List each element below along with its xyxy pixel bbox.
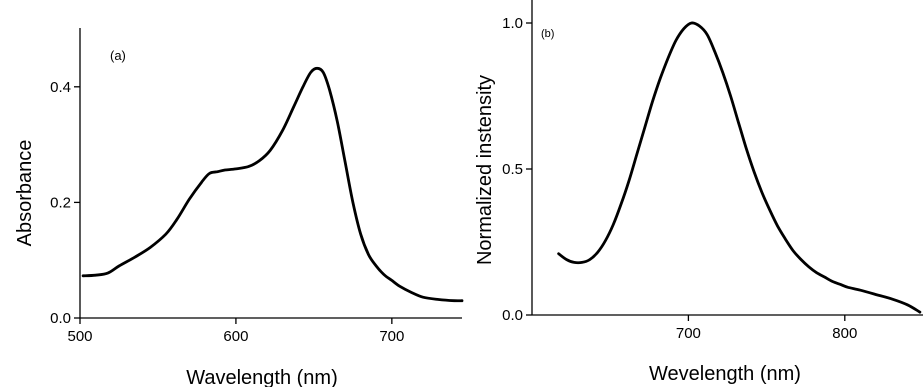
y-tick-label: 0.4 (50, 79, 71, 96)
ticks: 700 800 0.0 0.5 1.0 (502, 15, 857, 342)
y-axis-label: Normalized instensity (474, 75, 496, 265)
x-tick-label: 500 (67, 328, 92, 345)
y-tick-label: 0.5 (502, 161, 523, 178)
panel-label: (b) (541, 28, 554, 40)
x-axis-label: Wavelength (nm) (186, 367, 338, 387)
y-tick-label: 0.0 (50, 310, 71, 327)
y-tick-label: 1.0 (502, 15, 523, 32)
x-tick-label: 700 (379, 328, 404, 345)
y-axis-label: Absorbance (14, 140, 36, 247)
ticks: 500 600 700 0.0 0.2 0.4 (50, 79, 404, 345)
panel-label: (a) (110, 48, 126, 63)
absorbance-chart: 500 600 700 0.0 0.2 0.4 (a) Wavelength (nm) A… (14, 28, 464, 387)
absorbance-curve (81, 66, 464, 303)
x-tick-label: 700 (676, 325, 701, 342)
y-tick-label: 0.2 (50, 194, 71, 211)
x-tick-label: 800 (832, 325, 857, 342)
emission-chart: 700 800 0.0 0.5 1.0 (b) Wevelength (nm) Norm… (474, 0, 923, 385)
y-tick-label: 0.0 (502, 307, 523, 324)
x-tick-label: 600 (223, 328, 248, 345)
x-axis-label: Wevelength (nm) (649, 363, 801, 385)
emission-curve (557, 21, 922, 314)
